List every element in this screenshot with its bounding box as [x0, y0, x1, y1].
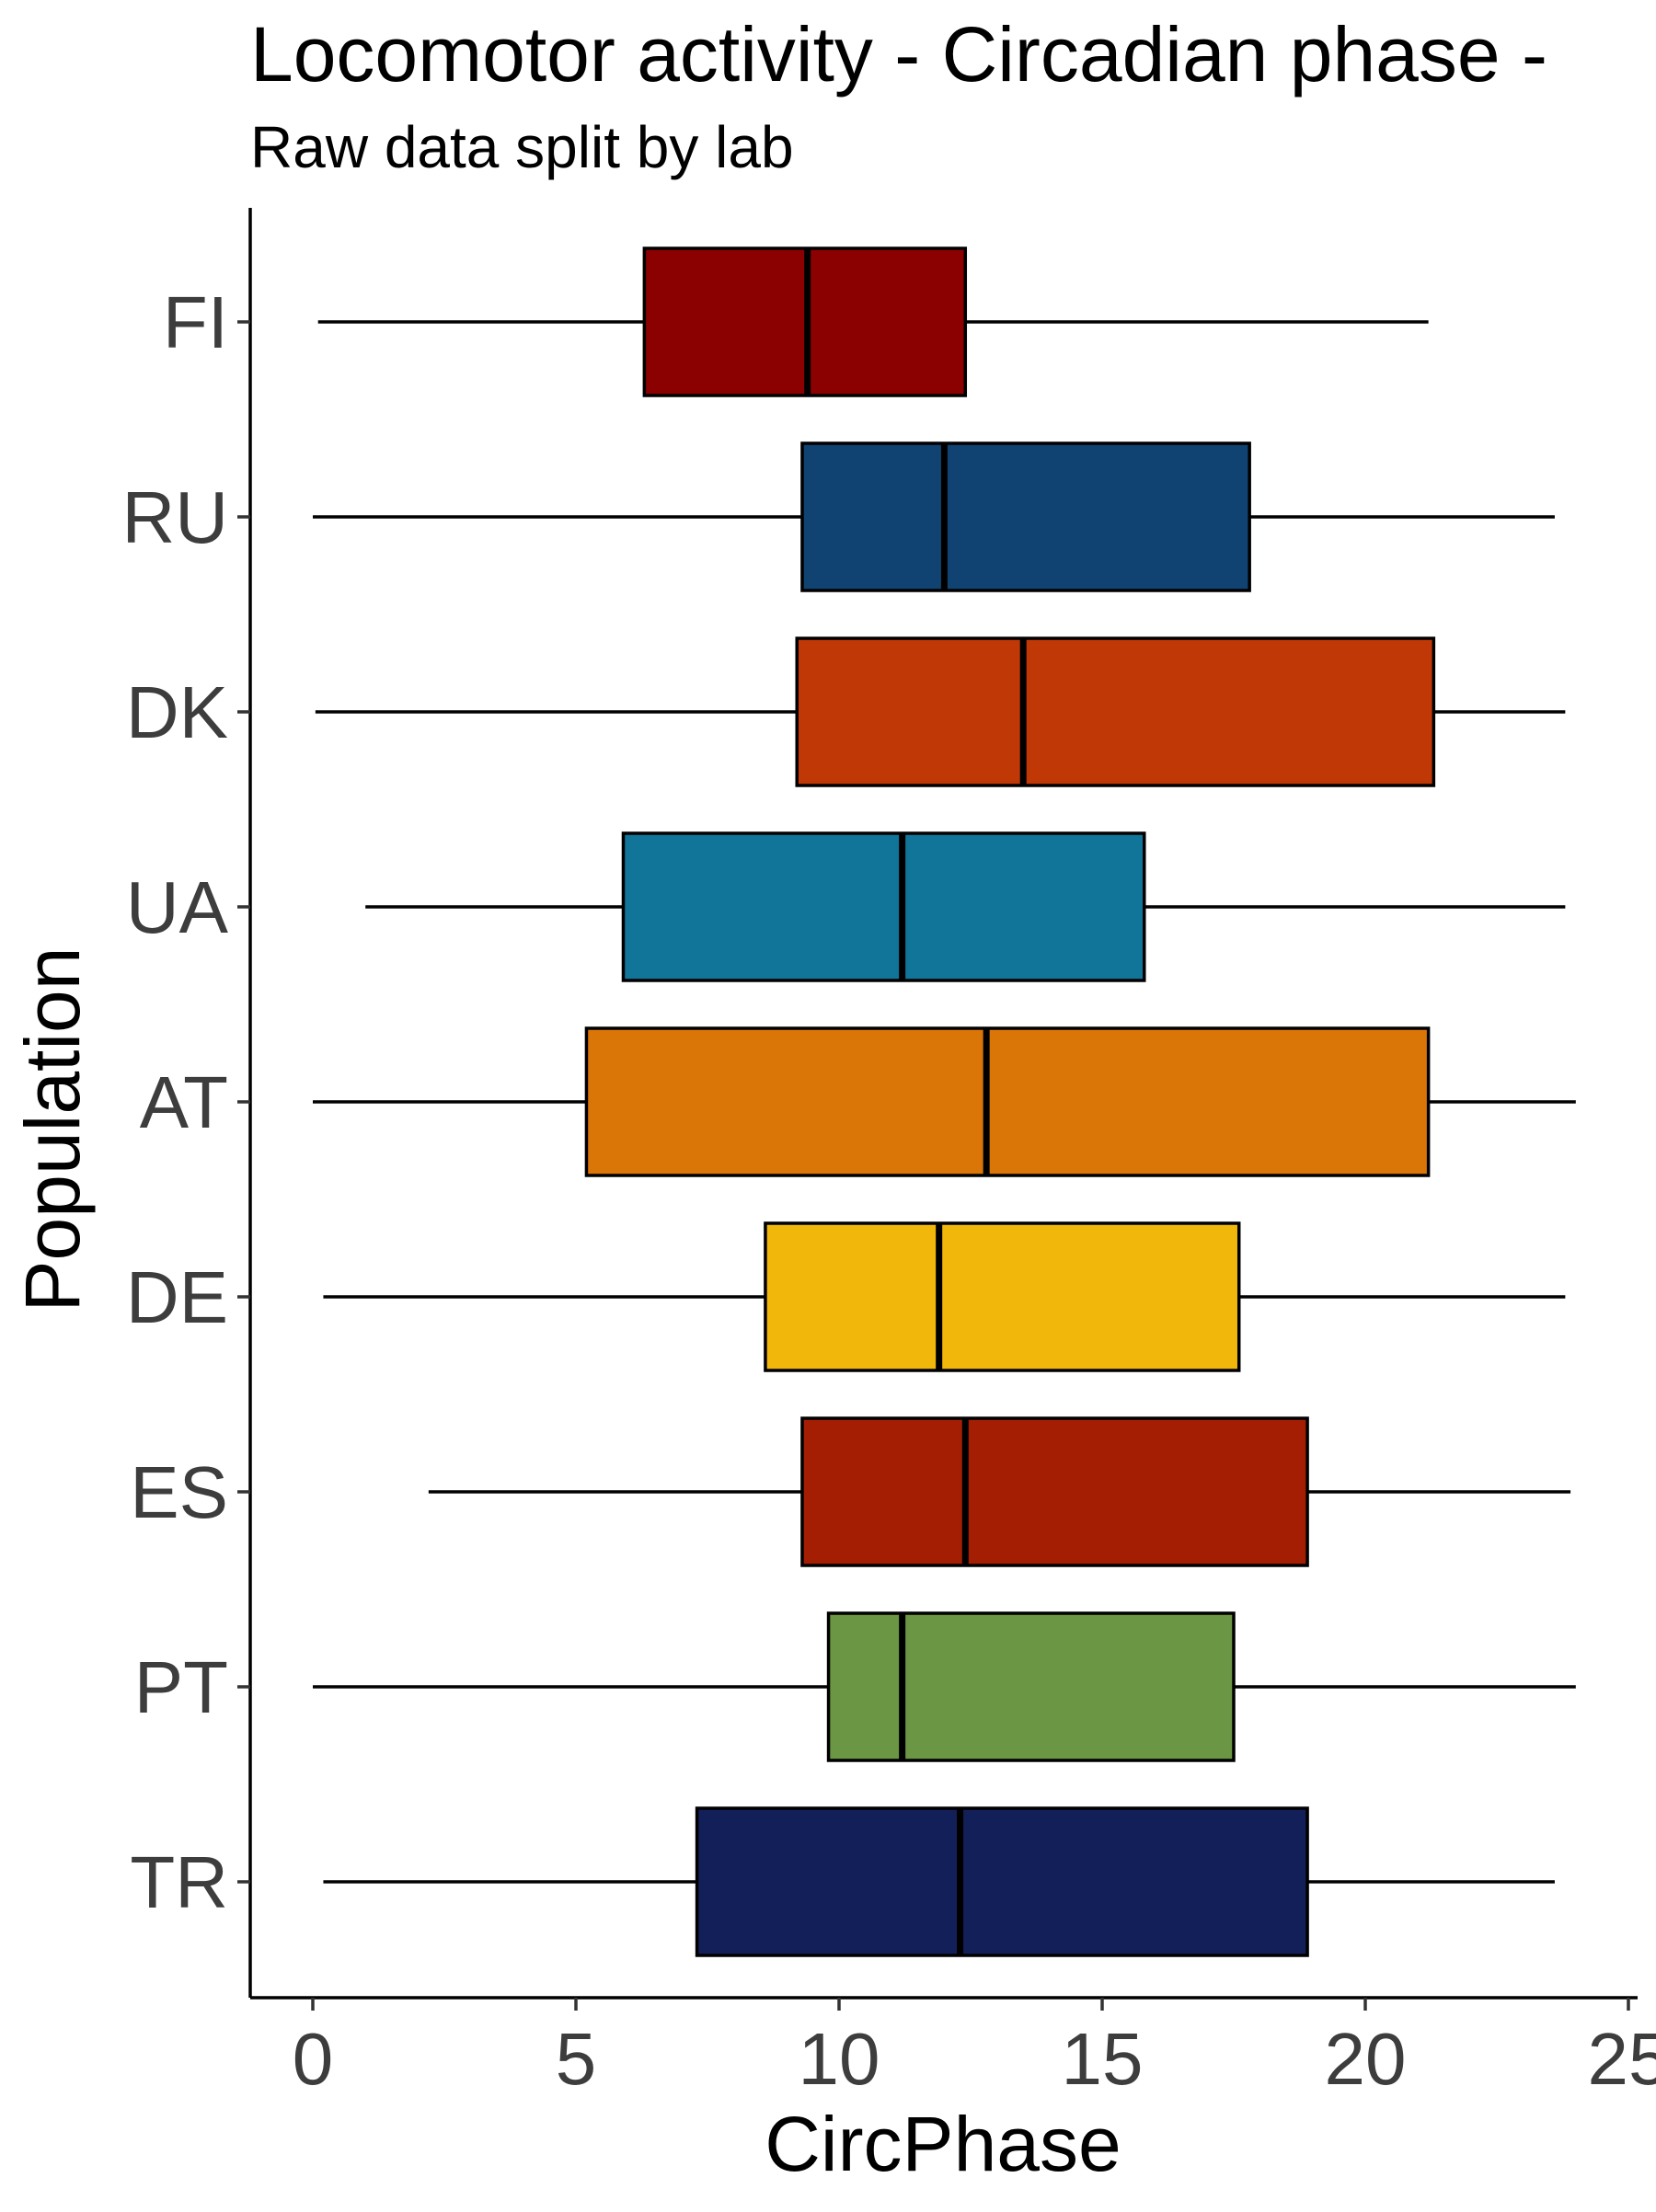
x-tick-label: 5 — [556, 2018, 597, 2100]
box-iqr — [584, 1026, 1431, 1177]
chart-subtitle: Raw data split by lab — [250, 114, 794, 180]
x-tick-label: 0 — [293, 2018, 334, 2100]
chart-title: Locomotor activity - Circadian phase - — [250, 11, 1547, 97]
box-iqr — [826, 1611, 1236, 1762]
y-tick-label: UA — [126, 866, 229, 948]
box-group-at: AT — [140, 1026, 1576, 1177]
x-axis-title: CircPhase — [765, 2101, 1121, 2187]
box-iqr — [800, 1416, 1309, 1567]
box-iqr — [764, 1221, 1241, 1372]
box-group-fi: FI — [163, 246, 1429, 397]
box-group-de: DE — [126, 1221, 1566, 1372]
box-group-pt: PT — [134, 1611, 1576, 1762]
y-axis-title: Population — [9, 947, 96, 1312]
box-group-ru: RU — [121, 441, 1555, 592]
box-iqr — [795, 636, 1436, 787]
y-tick-label: ES — [130, 1451, 228, 1533]
y-tick-label: TR — [130, 1841, 228, 1923]
x-tick-label: 15 — [1062, 2018, 1144, 2100]
box-group-dk: DK — [126, 636, 1566, 787]
plot-area: 0 5 10 15 20 25 FI RU DK UA AT DE ES PT TR — [121, 208, 1656, 2100]
box-iqr — [695, 1806, 1309, 1957]
x-tick-label: 25 — [1588, 2018, 1656, 2100]
y-tick-label: AT — [140, 1061, 228, 1143]
y-tick-label: DE — [126, 1256, 228, 1338]
y-tick-label: DK — [126, 671, 228, 753]
box-group-tr: TR — [130, 1806, 1555, 1957]
box-group-es: ES — [130, 1416, 1571, 1567]
x-tick-label: 20 — [1325, 2018, 1407, 2100]
y-tick-label: RU — [121, 476, 228, 558]
y-tick-label: FI — [163, 281, 228, 363]
y-tick-label: PT — [134, 1646, 228, 1728]
box-group-ua: UA — [126, 831, 1566, 982]
box-iqr — [800, 441, 1251, 592]
box-iqr — [621, 831, 1146, 982]
x-tick-label: 10 — [799, 2018, 880, 2100]
